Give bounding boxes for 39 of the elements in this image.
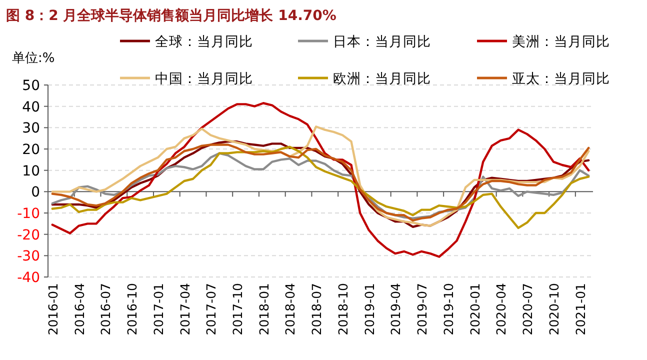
x-tick-label: 2019-04 bbox=[388, 282, 404, 336]
x-tick-label: 2019-01 bbox=[362, 283, 377, 336]
x-tick-label: 2020-01 bbox=[467, 283, 482, 336]
y-tick-label: 50 bbox=[22, 78, 40, 94]
x-tick-label: 2018-10 bbox=[335, 282, 350, 336]
x-tick-label: 2017-04 bbox=[177, 282, 192, 336]
legend-label: 日本：当月同比 bbox=[333, 34, 431, 50]
y-tick-label: 40 bbox=[22, 99, 40, 116]
x-tick-label: 2018-07 bbox=[309, 283, 324, 336]
x-tick-label: 2016-07 bbox=[98, 283, 114, 336]
legend-label: 欧洲：当月同比 bbox=[333, 71, 431, 87]
y-tick-label: -10 bbox=[17, 206, 40, 222]
x-tick-label: 2020-07 bbox=[520, 283, 536, 336]
y-tick-label: 10 bbox=[22, 163, 40, 180]
x-tick-label: 2017-01 bbox=[150, 283, 166, 336]
y-tick-label: -30 bbox=[17, 248, 40, 265]
x-tick-label: 2016-01 bbox=[45, 283, 60, 336]
x-tick-label: 2016-10 bbox=[124, 282, 140, 336]
x-tick-label: 2018-04 bbox=[282, 282, 298, 336]
x-tick-label: 2016-04 bbox=[72, 282, 87, 336]
x-tick-label: 2017-07 bbox=[204, 283, 219, 336]
legend-label: 美洲：当月同比 bbox=[512, 34, 610, 50]
x-tick-label: 2017-10 bbox=[230, 282, 245, 336]
x-tick-label: 2019-10 bbox=[440, 282, 456, 336]
y-tick-label: 0 bbox=[31, 184, 40, 201]
legend-label: 中国：当月同比 bbox=[155, 71, 253, 87]
legend-label: 亚太：当月同比 bbox=[512, 71, 610, 87]
chart-title: 图 8：2 月全球半导体销售额当月同比增长 14.70% bbox=[6, 7, 336, 24]
legend-label: 全球：当月同比 bbox=[155, 34, 253, 50]
y-tick-label: 20 bbox=[22, 142, 40, 158]
x-tick-label: 2021-01 bbox=[572, 283, 588, 336]
x-tick-label: 2020-04 bbox=[494, 282, 509, 336]
x-tick-label: 2020-10 bbox=[546, 282, 562, 336]
y-axis-title: 单位:% bbox=[12, 51, 55, 66]
y-tick-label: -40 bbox=[17, 270, 40, 286]
y-tick-label: -20 bbox=[17, 227, 40, 244]
y-tick-label: 30 bbox=[22, 120, 40, 137]
x-tick-label: 2018-01 bbox=[256, 283, 272, 336]
x-tick-label: 2019-07 bbox=[414, 283, 430, 336]
